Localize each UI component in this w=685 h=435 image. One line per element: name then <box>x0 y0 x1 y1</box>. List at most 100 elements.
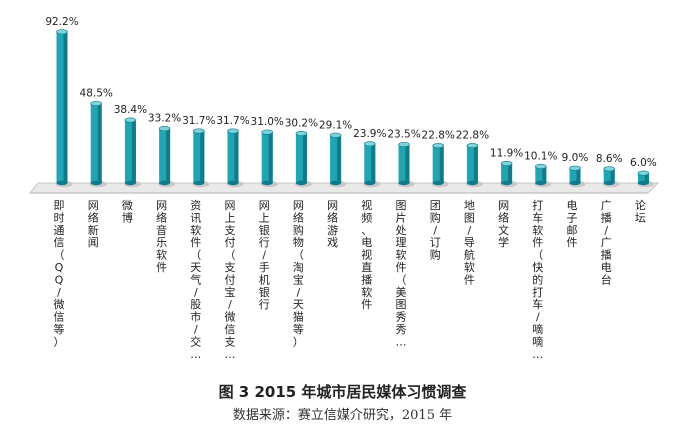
bar-top <box>432 143 445 149</box>
bar-shade <box>200 131 205 183</box>
value-label: 92.2% <box>45 16 78 28</box>
bar-shade <box>97 103 102 183</box>
bar-top <box>363 141 376 147</box>
bar-top <box>56 29 68 35</box>
bar-shade <box>63 31 68 184</box>
bar <box>397 141 415 188</box>
value-label: 38.4% <box>114 104 147 116</box>
bar-body <box>603 168 615 183</box>
bars-group <box>55 29 654 188</box>
bar <box>89 100 107 188</box>
category-label: 地图/导航软件 <box>464 199 475 286</box>
category-label: 图片处理软件（美图秀秀… <box>396 199 407 348</box>
bar <box>192 128 210 188</box>
bar <box>500 160 518 188</box>
bar-top <box>124 117 137 123</box>
bar-top <box>466 143 479 149</box>
bar-body <box>501 163 513 183</box>
figure-title: 图 3 2015 年城市居民媒体习惯调查 <box>218 383 467 401</box>
bar-top <box>398 141 410 147</box>
bar-top <box>603 166 616 172</box>
category-label: 网上银行/手机银行 <box>259 199 270 311</box>
value-label: 10.1% <box>524 150 557 162</box>
value-label: 29.1% <box>319 119 352 131</box>
bar-base <box>535 180 547 186</box>
bar <box>123 117 141 188</box>
value-label: 33.2% <box>148 113 181 125</box>
bar-body <box>90 103 102 183</box>
bar-base <box>227 180 239 186</box>
bar-body <box>193 131 205 183</box>
bar-shade <box>302 133 307 183</box>
category-label: 即时通信（ Q Q/微信等） <box>54 199 65 348</box>
bar <box>260 129 278 188</box>
bar-body <box>432 145 444 183</box>
value-label: 22.8% <box>456 130 489 142</box>
bar-top <box>295 130 308 136</box>
bar-base <box>261 180 273 186</box>
value-label: 31.7% <box>216 115 249 127</box>
bar-body <box>637 173 649 183</box>
bar <box>602 166 620 188</box>
value-label: 9.0% <box>562 152 589 164</box>
bar-shade <box>473 145 478 183</box>
bar-base <box>193 180 205 186</box>
value-label: 23.5% <box>387 128 420 140</box>
value-labels-group: 92.2%48.5%38.4%33.2% 31.7% 31.7% 31.0% 30.2%… <box>45 16 656 169</box>
bar-shade <box>644 173 649 183</box>
category-label: 团购/订购 <box>430 199 441 262</box>
bar-base <box>569 180 581 186</box>
bar-body <box>569 168 581 183</box>
bar-base <box>56 180 68 186</box>
category-label: 网络购物（淘宝/天猫等） <box>293 199 304 348</box>
bar-body <box>398 144 410 183</box>
bar-shade <box>166 128 171 183</box>
bar-body <box>56 31 68 184</box>
figure-source: 数据来源：赛立信媒介研究，2015 年 <box>232 408 453 423</box>
bar-base <box>398 180 410 186</box>
bar-base <box>330 180 342 186</box>
bar-shade <box>234 131 239 183</box>
bar-base <box>637 180 649 186</box>
category-label: 电子邮件 <box>567 199 578 249</box>
bar-base <box>364 180 376 186</box>
category-label: 网络新闻 <box>88 199 99 249</box>
value-label: 30.2% <box>285 117 318 129</box>
bar-shade <box>337 135 342 183</box>
category-label: 打车软件（快的打车/嘀嘀… <box>532 198 543 361</box>
bar <box>363 141 381 188</box>
bar-chart: 92.2%48.5%38.4%33.2% 31.7% 31.7% 31.0% 30.2%… <box>29 16 659 361</box>
bar-top <box>90 100 102 106</box>
bar-shade <box>268 132 273 183</box>
category-label: 网络游戏 <box>327 199 338 249</box>
bar-body <box>535 166 547 183</box>
category-label: 网络音乐软件 <box>156 199 167 274</box>
bar-shade <box>405 144 410 183</box>
bar-top <box>193 128 205 134</box>
bar-shade <box>371 143 376 183</box>
category-label: 微博 <box>122 198 133 224</box>
value-label: 22.8% <box>422 130 455 142</box>
bar-body <box>159 128 171 183</box>
bar <box>465 143 483 188</box>
value-label: 11.9% <box>490 147 523 159</box>
bar-body <box>124 120 136 183</box>
category-label: 资讯软件（天气/股市/交… <box>190 199 201 361</box>
bar-top <box>329 132 342 138</box>
bar-shade <box>131 120 136 183</box>
category-label: 网上支付（支付宝/微信支… <box>225 199 236 361</box>
bar-top <box>500 160 513 166</box>
bar-shade <box>576 168 581 183</box>
category-label: 广播/广播电台 <box>601 199 612 286</box>
value-label: 8.6% <box>596 153 623 165</box>
category-label: 视频、电视直播软件 <box>361 198 372 311</box>
bar <box>534 163 552 188</box>
bar-base <box>501 180 513 186</box>
bar <box>158 126 176 188</box>
category-label: 论坛 <box>635 198 646 224</box>
bar <box>226 128 244 188</box>
bar-shade <box>439 145 444 183</box>
bar-shade <box>542 166 547 183</box>
bar <box>294 130 312 188</box>
bar-top <box>637 170 650 176</box>
